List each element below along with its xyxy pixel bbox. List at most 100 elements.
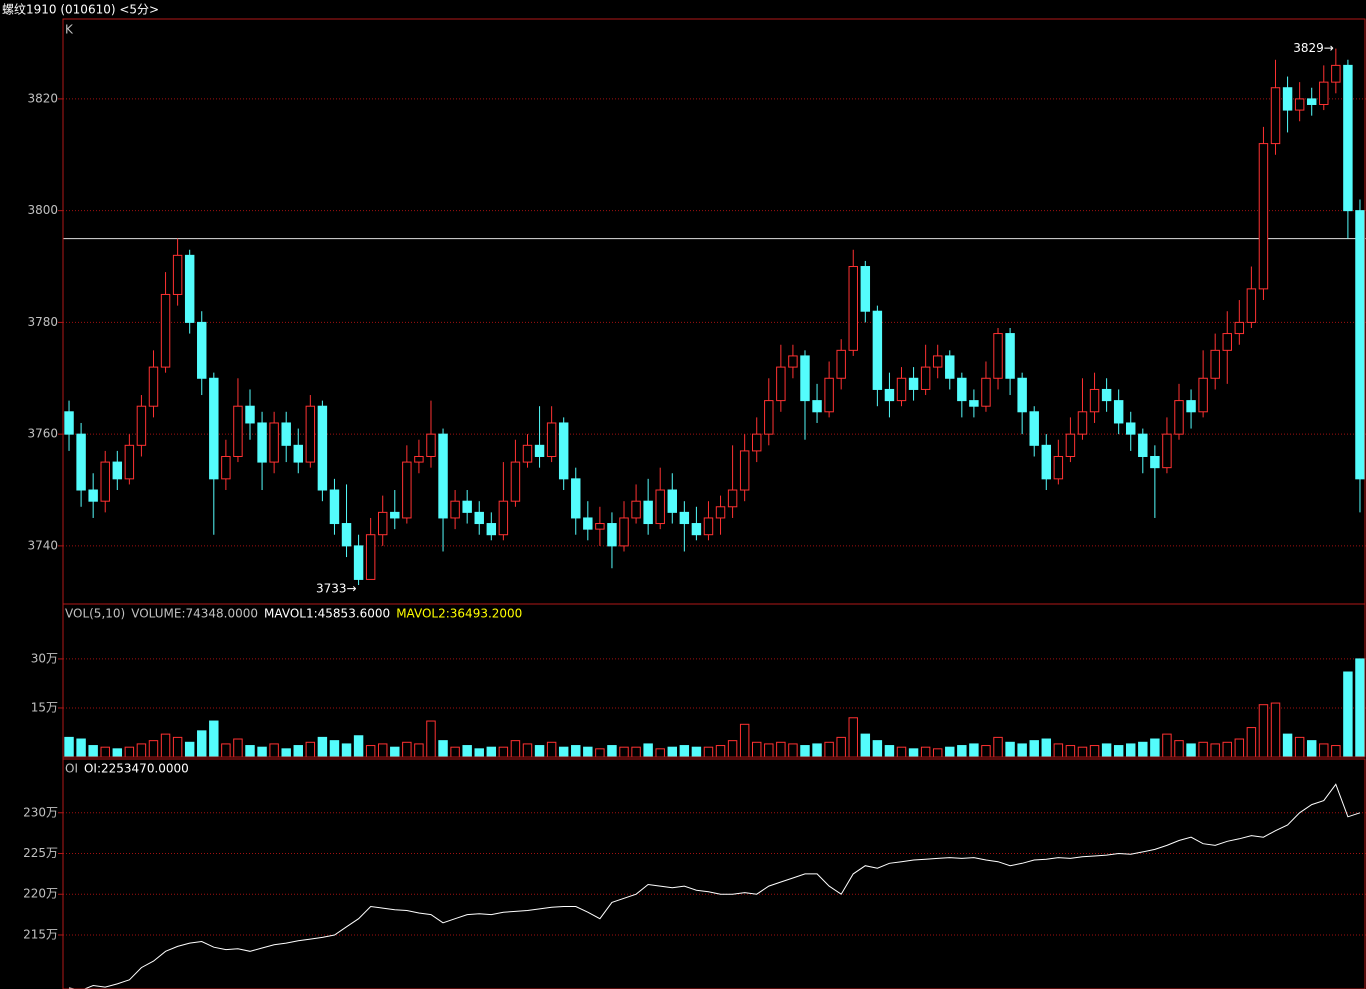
- volume-bar: [1138, 741, 1148, 758]
- candle-body: [365, 534, 376, 580]
- volume-bar: [1101, 743, 1112, 758]
- candle-body: [776, 366, 786, 402]
- volume-bar: [486, 746, 497, 758]
- volume-bar: [76, 738, 86, 758]
- volume-bar: [221, 743, 231, 758]
- volume-bar: [1005, 741, 1015, 758]
- candle-body: [752, 433, 762, 452]
- volume-bar: [667, 746, 677, 758]
- candle-body: [1331, 64, 1341, 83]
- candle-body: [160, 293, 171, 368]
- volume-bar: [872, 740, 883, 758]
- volume-bar: [365, 745, 376, 758]
- volume-bar: [172, 736, 183, 758]
- candle-body: [1077, 411, 1088, 435]
- volume-bar: [920, 746, 931, 758]
- pane-label: K: [65, 23, 74, 37]
- volume-bar: [510, 740, 521, 758]
- candle-body: [691, 523, 702, 536]
- candle-body: [993, 333, 1003, 379]
- volume-bar: [1355, 658, 1365, 758]
- volume-bar: [112, 748, 123, 758]
- volume-bar: [160, 733, 171, 758]
- volume-bar: [679, 745, 690, 758]
- volume-bar: [1113, 745, 1124, 758]
- y-tick-label: 230万: [23, 805, 58, 819]
- candle-body: [969, 400, 979, 407]
- candle-body: [800, 355, 810, 402]
- volume-bar: [136, 743, 147, 758]
- candle-body: [450, 500, 460, 519]
- extreme-label: 3829→: [1293, 41, 1334, 55]
- candle-body: [112, 461, 123, 480]
- candle-body: [1113, 400, 1124, 424]
- candle-body: [124, 444, 135, 480]
- volume-bar: [1041, 738, 1052, 758]
- candle-body: [1126, 422, 1136, 435]
- candle-body: [64, 411, 74, 435]
- volume-bar: [945, 746, 955, 758]
- legend-text: OI: [65, 762, 78, 776]
- candle-body: [824, 377, 834, 413]
- candle-body: [848, 266, 858, 351]
- volume-bar: [245, 745, 255, 758]
- candle-body: [764, 400, 774, 435]
- y-tick-label: 3820: [27, 91, 58, 105]
- candle-body: [1005, 333, 1015, 379]
- candle-body: [884, 388, 895, 402]
- volume-bar: [257, 746, 267, 758]
- candle-body: [534, 444, 545, 457]
- candle-body: [1270, 87, 1281, 145]
- volume-bar: [269, 743, 279, 758]
- y-tick-label: 3800: [27, 203, 58, 217]
- volume-bar: [414, 743, 424, 758]
- volume-bar: [148, 740, 159, 758]
- volume-bar: [1174, 740, 1184, 758]
- volume-bar: [631, 746, 641, 758]
- volume-bar: [993, 736, 1003, 758]
- volume-bar: [752, 741, 762, 758]
- volume-bar: [1294, 736, 1305, 758]
- volume-bar: [426, 720, 436, 758]
- candle-body: [836, 349, 846, 379]
- volume-bar: [402, 741, 412, 758]
- candle-body: [257, 422, 267, 463]
- candle-body: [583, 517, 593, 530]
- volume-bar: [558, 746, 569, 758]
- volume-bar: [788, 743, 798, 758]
- volume-bar: [619, 746, 629, 758]
- volume-bar: [281, 748, 291, 758]
- candle-body: [172, 254, 183, 295]
- candle-body: [377, 511, 388, 536]
- candle-body: [1138, 433, 1148, 457]
- candle-body: [462, 500, 472, 513]
- volume-bar: [1126, 743, 1136, 758]
- candle-body: [1319, 81, 1329, 105]
- candle-body: [619, 517, 629, 547]
- legend-text: VOLUME:74348.0000: [131, 607, 258, 621]
- candle-body: [269, 422, 279, 463]
- candle-body: [1234, 321, 1245, 335]
- y-tick-label: 225万: [23, 846, 58, 860]
- candle-body: [1294, 98, 1305, 111]
- volume-bar: [438, 740, 448, 758]
- volume-bar: [64, 736, 74, 758]
- candle-body: [703, 517, 714, 536]
- volume-bar: [353, 735, 364, 758]
- candle-body: [945, 355, 955, 379]
- volume-bar: [981, 745, 991, 758]
- candle-body: [715, 506, 726, 519]
- candle-body: [136, 405, 147, 446]
- candle-body: [498, 500, 509, 536]
- volume-bar: [1306, 740, 1317, 758]
- candle-body: [860, 266, 871, 312]
- candle-body: [932, 355, 943, 368]
- candle-body: [788, 355, 798, 368]
- candle-body: [281, 422, 291, 446]
- y-tick-label: 30万: [31, 651, 58, 665]
- candle-body: [522, 444, 533, 463]
- legend-text: MAVOL2:36493.2000: [396, 607, 522, 621]
- y-tick-label: 3760: [27, 427, 58, 441]
- candle-body: [667, 489, 677, 513]
- candle-body: [872, 310, 883, 390]
